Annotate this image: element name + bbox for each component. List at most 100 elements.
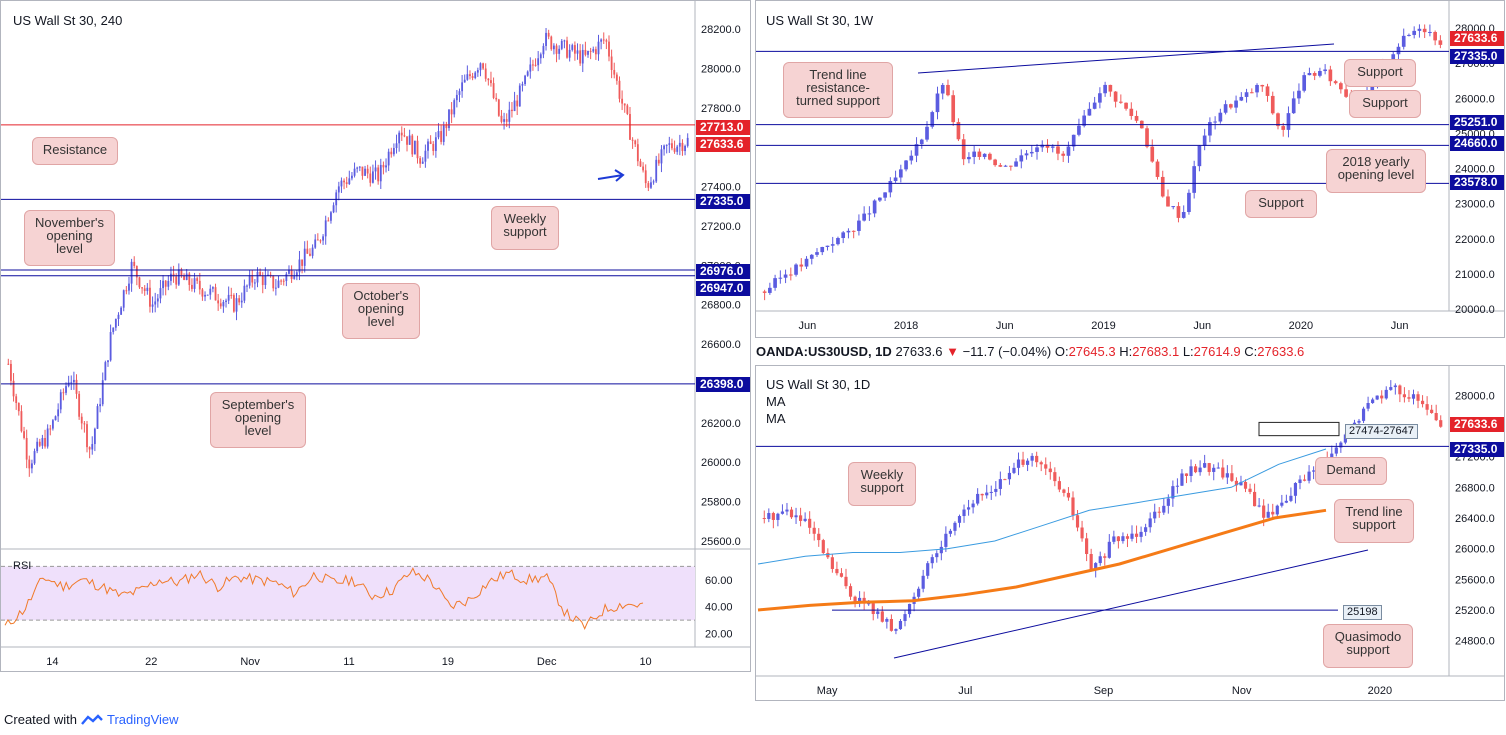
candle-body (1212, 467, 1216, 472)
candle-body (1428, 31, 1432, 33)
candle-body (330, 212, 332, 221)
y-tick-label: 26800.0 (1455, 482, 1495, 494)
y-tick-label: 20000.0 (1455, 304, 1495, 316)
chart-panel-240[interactable]: 25600.025800.026000.026200.026400.026600… (0, 0, 751, 672)
candle-body (526, 71, 529, 76)
candle-body (369, 173, 372, 183)
candle-body (146, 287, 149, 292)
rsi-line (4, 567, 644, 630)
candle-body (1334, 447, 1338, 454)
candle-body (109, 332, 112, 361)
candle-body (1257, 505, 1261, 507)
price-label-26976: 26976.0 (696, 264, 750, 279)
candle-body (411, 135, 414, 155)
candle-body (36, 441, 39, 452)
candle-body (1197, 145, 1202, 167)
candle-body (442, 124, 445, 142)
price-label-27335: 27335.0 (696, 194, 750, 209)
y-tick-label: 26000.0 (701, 457, 741, 469)
candle-body (353, 168, 356, 176)
tradingview-brand[interactable]: TradingView (106, 712, 179, 727)
candle-body (248, 275, 251, 286)
candle-body (776, 513, 780, 520)
candle-body (867, 213, 872, 215)
candle-body (1203, 463, 1207, 468)
candle-body (998, 479, 1002, 489)
candle-body (484, 68, 487, 79)
note-trend-line-support: Trend line support (1334, 499, 1414, 543)
candle-body (1066, 146, 1071, 156)
high-label: H: (1119, 344, 1133, 359)
y-tick-label: 23000.0 (1455, 199, 1495, 211)
candle-body (1035, 455, 1039, 463)
candle-body (1071, 497, 1075, 516)
candle-body (1230, 473, 1234, 481)
candle-body (356, 167, 359, 169)
chart-panel-1w[interactable]: 20000.0 21000.0 22000.0 23000.0 24000.0 25000… (755, 0, 1505, 338)
candle-body (629, 113, 631, 140)
candle-body (306, 248, 309, 254)
candle-body (1433, 31, 1437, 41)
candle-body (858, 597, 862, 602)
candle-body (12, 380, 15, 397)
y-tick-label: 24800.0 (1455, 636, 1495, 648)
candle-body (1045, 144, 1050, 148)
candle-body (390, 151, 393, 155)
candle-body (566, 40, 568, 58)
candle-body (437, 131, 440, 138)
candle-body (1276, 113, 1280, 127)
candle-body (206, 294, 209, 296)
candle-body (650, 182, 652, 188)
candle-body (1291, 98, 1296, 114)
y-tick-label: 28000.0 (1455, 390, 1495, 402)
y-tick-label: 27400.0 (701, 182, 741, 194)
candle-body (358, 166, 361, 168)
candle-body (799, 264, 804, 267)
candle-body (31, 463, 33, 469)
candle-body (547, 32, 550, 37)
y-tick-label: 21000.0 (1455, 269, 1495, 281)
candle-body (1157, 511, 1161, 513)
candle-body (211, 287, 214, 289)
candle-body (681, 142, 684, 152)
candle-body (1357, 420, 1361, 423)
candle-body (164, 280, 167, 287)
y-tick-label: 25200.0 (1455, 605, 1495, 617)
candle-body (1260, 84, 1265, 87)
candle-body (500, 115, 503, 122)
candle-body (44, 438, 46, 447)
y-tick-label: 26800.0 (701, 300, 741, 312)
low-value: 27614.9 (1193, 344, 1241, 359)
candle-body (348, 178, 351, 184)
candle-body (1430, 409, 1434, 413)
candle-body (180, 269, 183, 277)
candle-body (871, 603, 875, 615)
candle-body (290, 269, 293, 279)
candle-body (337, 186, 340, 193)
high-value: 27683.1 (1132, 344, 1180, 359)
candle-body (762, 291, 767, 293)
candle-body (783, 274, 788, 278)
candle-body (1014, 161, 1018, 167)
y-tick-label: 26000.0 (1455, 544, 1495, 556)
candle-body (385, 165, 387, 168)
candle-body (967, 156, 971, 160)
candle-body (99, 404, 102, 407)
candle-body (125, 290, 128, 292)
candle-body (1302, 479, 1307, 481)
close-label: C: (1244, 344, 1258, 359)
candle-body (825, 245, 830, 247)
candle-body (1082, 115, 1086, 126)
candle-body (1153, 511, 1157, 519)
candle-body (1125, 536, 1130, 539)
blue-arrow-icon (597, 169, 625, 182)
candle-body (841, 232, 846, 239)
trend-line (893, 549, 1369, 659)
chart-panel-1d[interactable]: 24800.0 25200.0 25600.0 26000.0 26400.0 26800… (755, 365, 1505, 701)
candle-body (1198, 467, 1202, 473)
candle-body (41, 438, 44, 446)
candle-body (867, 603, 871, 605)
candle-body (957, 516, 962, 523)
candle-body (253, 282, 256, 284)
candle-body (114, 319, 117, 328)
